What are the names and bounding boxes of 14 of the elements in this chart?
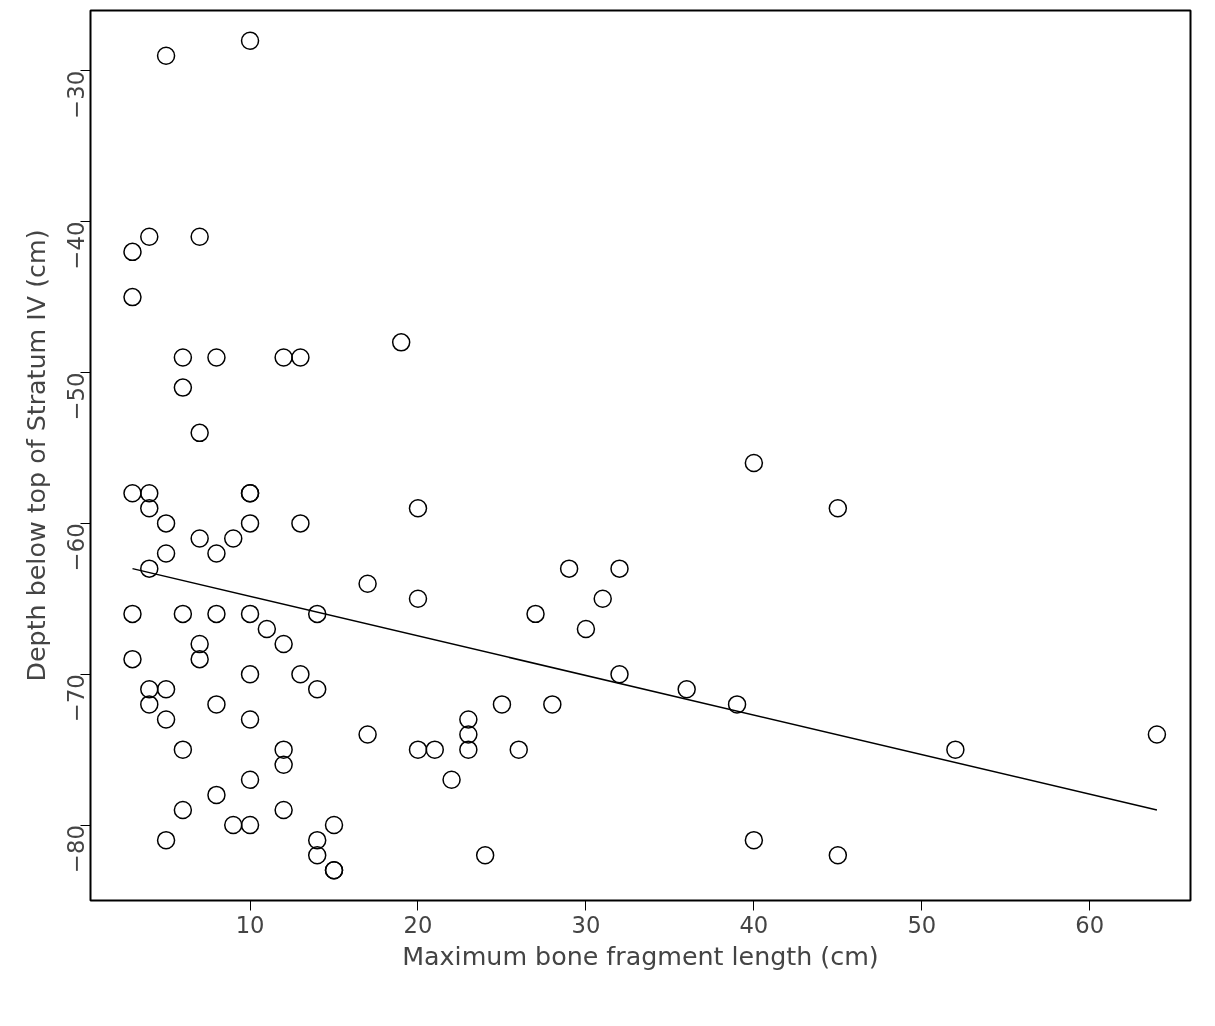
x-axis-title: Maximum bone fragment length (cm) <box>402 940 879 971</box>
x-tick-label: 60 <box>1075 911 1105 938</box>
x-tick-label: 10 <box>235 911 265 938</box>
x-tick-label: 30 <box>571 911 601 938</box>
y-tick-label: −40 <box>63 221 89 270</box>
y-tick-label: −50 <box>63 372 89 421</box>
y-tick-label: −60 <box>63 523 89 572</box>
y-tick-label: −70 <box>63 674 89 723</box>
y-axis-title: Depth below top of Stratum IV (cm) <box>20 229 51 682</box>
y-tick-label: −30 <box>63 70 89 119</box>
x-tick-label: 50 <box>907 911 937 938</box>
x-tick-label: 20 <box>403 911 433 938</box>
x-tick-label: 40 <box>739 911 769 938</box>
y-tick-label: −80 <box>63 825 89 873</box>
